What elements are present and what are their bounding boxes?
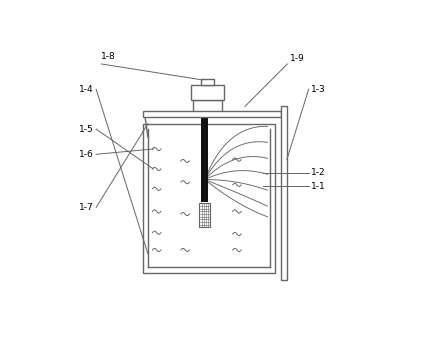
Bar [201,112,208,202]
Bar [199,204,210,227]
Text: 1-1: 1-1 [311,182,326,191]
Bar [193,100,222,112]
Text: 1-9: 1-9 [290,54,305,63]
Text: 1-7: 1-7 [79,203,93,212]
Text: 1-5: 1-5 [79,125,93,134]
Bar [201,79,214,85]
Bar [191,85,224,100]
Text: 1-4: 1-4 [79,85,93,94]
Bar [281,107,287,280]
Bar [143,124,276,273]
Text: 1-3: 1-3 [311,85,326,94]
Bar [143,111,281,117]
Text: 1-8: 1-8 [101,52,116,61]
Text: 1-6: 1-6 [79,150,93,159]
Text: 1-2: 1-2 [311,168,326,177]
